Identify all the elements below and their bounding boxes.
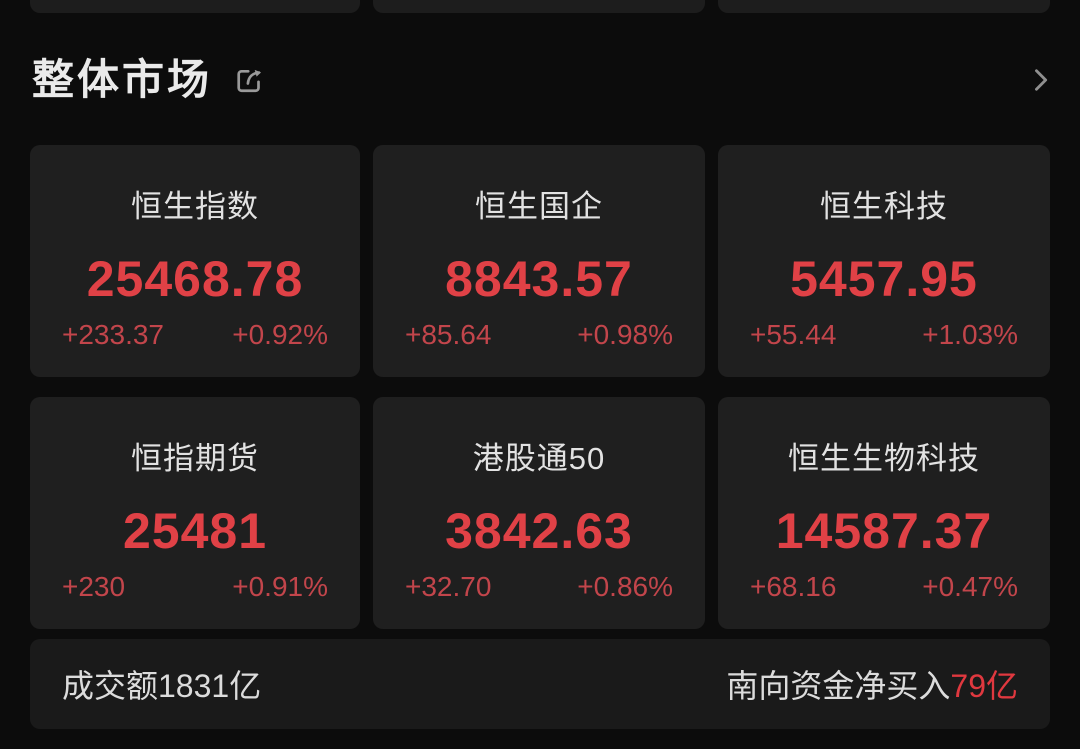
index-name: 恒生生物科技	[788, 441, 980, 476]
index-grid: 恒生指数 25468.78 +233.37 +0.92% 恒生国企 8843.5…	[30, 145, 1050, 629]
turnover-text: 成交额1831亿	[62, 668, 262, 704]
section-header[interactable]: 整体市场	[32, 52, 1058, 108]
cutoff-card	[718, 0, 1050, 13]
index-value: 8843.57	[445, 251, 633, 307]
index-change-pct: +0.47%	[922, 571, 1018, 602]
index-value: 25481	[122, 503, 268, 559]
index-value: 14587.37	[775, 503, 993, 559]
index-change: +55.44	[750, 319, 837, 350]
index-change: +32.70	[405, 571, 492, 602]
index-change-row: +85.64 +0.98%	[373, 319, 705, 351]
index-card-stockconnect50[interactable]: 港股通50 3842.63 +32.70 +0.86%	[373, 397, 705, 629]
index-name: 恒生国企	[475, 189, 603, 224]
index-card-hstech[interactable]: 恒生科技 5457.95 +55.44 +1.03%	[718, 145, 1050, 377]
index-change: +68.16	[750, 571, 837, 602]
index-value: 25468.78	[86, 251, 304, 307]
index-change-row: +68.16 +0.47%	[718, 571, 1050, 603]
index-change-pct: +0.86%	[577, 571, 673, 602]
southbound-text: 南向资金净买入79亿	[726, 661, 1018, 707]
market-summary-bar[interactable]: 成交额1831亿 南向资金净买入79亿	[30, 639, 1050, 729]
section-title: 整体市场	[32, 56, 213, 103]
index-change-row: +32.70 +0.86%	[373, 571, 705, 603]
index-card-hsi-futures[interactable]: 恒指期货 25481 +230 +0.91%	[30, 397, 360, 629]
index-card-hs-biotech[interactable]: 恒生生物科技 14587.37 +68.16 +0.47%	[718, 397, 1050, 629]
index-change-pct: +0.91%	[232, 571, 328, 602]
index-value: 5457.95	[790, 251, 978, 307]
index-card-hscei[interactable]: 恒生国企 8843.57 +85.64 +0.98%	[373, 145, 705, 377]
previous-section-cutoff	[0, 0, 1080, 13]
cutoff-card	[373, 0, 705, 13]
southbound-value: 79亿	[950, 668, 1018, 704]
index-name: 恒生科技	[820, 189, 948, 224]
index-change: +230	[62, 571, 126, 602]
chevron-right-icon[interactable]	[1022, 62, 1058, 98]
index-change-row: +233.37 +0.92%	[30, 319, 360, 351]
southbound-label: 南向资金净买入	[726, 668, 951, 704]
index-value: 3842.63	[445, 503, 633, 559]
share-icon[interactable]	[230, 61, 268, 99]
index-change: +233.37	[62, 319, 164, 350]
index-change-pct: +0.92%	[232, 319, 328, 350]
index-change-row: +230 +0.91%	[30, 571, 360, 603]
index-change: +85.64	[405, 319, 492, 350]
index-change-row: +55.44 +1.03%	[718, 319, 1050, 351]
index-name: 恒指期货	[131, 441, 259, 476]
index-change-pct: +1.03%	[922, 319, 1018, 350]
index-name: 恒生指数	[131, 189, 259, 224]
index-card-hsi[interactable]: 恒生指数 25468.78 +233.37 +0.92%	[30, 145, 360, 377]
cutoff-card	[30, 0, 360, 13]
index-change-pct: +0.98%	[577, 319, 673, 350]
index-name: 港股通50	[472, 441, 606, 476]
